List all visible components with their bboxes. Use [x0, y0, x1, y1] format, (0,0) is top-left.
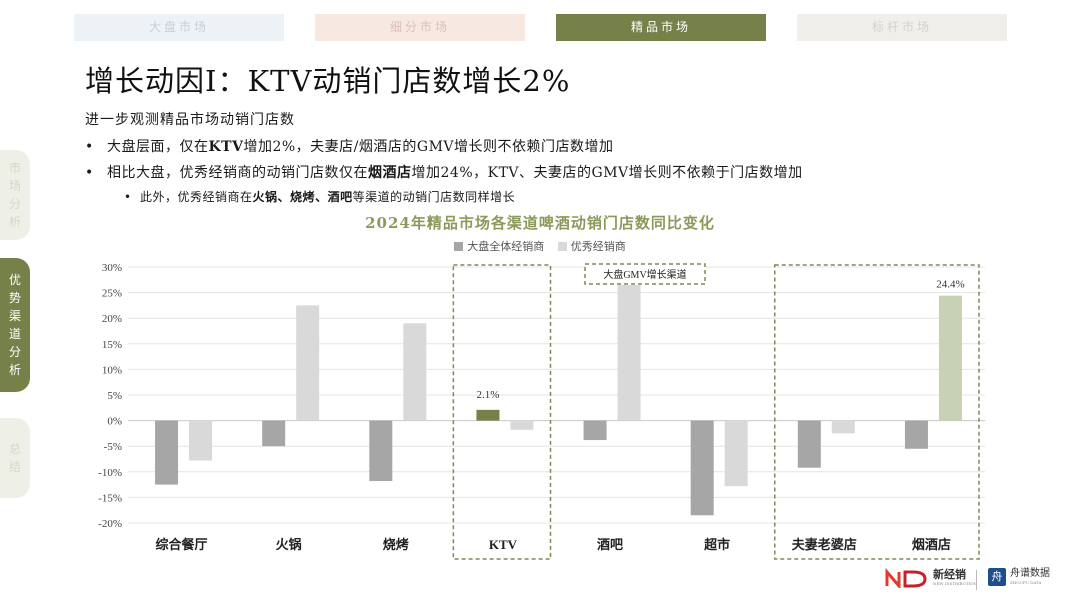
bar-total — [155, 420, 179, 485]
side-tab-label: 市场分析 — [8, 161, 21, 229]
bullet-text: 等渠道的动销门店数同样增长 — [352, 190, 516, 204]
side-tab-market-analysis[interactable]: 市场分析 — [0, 150, 30, 240]
brand1-sub: NEW DISTRIBUTION — [933, 581, 977, 586]
bullet-text: 相比大盘，优秀经销商的动销门店数仅在 — [107, 165, 368, 181]
bullet-1: • 大盘层面，仅在KTV增加2%，夫妻店/烟酒店的GMV增长则不依赖门店数增加 — [85, 136, 614, 156]
y-tick-label: 0% — [107, 416, 122, 428]
bar-excellent — [189, 420, 213, 461]
data-label: 2.1% — [476, 389, 499, 401]
bar-total — [904, 420, 928, 449]
bullet-text: 、 — [315, 190, 328, 204]
bar-total — [262, 420, 286, 447]
chart-legend: 大盘全体经销商 优秀经销商 — [0, 238, 1080, 254]
side-tab-label: 总结 — [8, 442, 21, 474]
bullet-text: 增加2%，夫妻店/烟酒店的GMV增长则不依赖门店数增加 — [243, 139, 614, 155]
side-tab-summary[interactable]: 总结 — [0, 418, 30, 498]
x-tick-label: 烟酒店 — [912, 537, 951, 552]
chart-title: 2024年精品市场各渠道啤酒动销门店数同比变化 — [365, 214, 715, 232]
x-tick-label: 火锅 — [276, 537, 302, 552]
y-tick-label: 25% — [102, 288, 122, 300]
bullet-dot: • — [85, 139, 94, 155]
bar-total — [369, 420, 393, 482]
bar-total — [690, 420, 714, 516]
x-tick-label: 酒吧 — [597, 537, 623, 552]
highlight-box — [452, 264, 552, 560]
bar-excellent — [617, 284, 641, 421]
y-tick-label: 20% — [102, 313, 122, 325]
x-tick-label: KTV — [489, 537, 518, 552]
data-label: 24.4% — [936, 279, 964, 291]
bullet-text: 此外，优秀经销商在 — [140, 190, 253, 204]
y-tick-label: 10% — [102, 364, 122, 376]
bar-total — [583, 420, 607, 441]
bar-total — [797, 420, 821, 468]
x-tick-label: 超市 — [704, 537, 730, 552]
annotation-label: 大盘GMV增长渠道 — [603, 268, 686, 281]
tab-market-segment[interactable]: 细分市场 — [315, 14, 525, 41]
bar-excellent — [510, 420, 534, 430]
tab-market-premium[interactable]: 精品市场 — [556, 14, 766, 41]
logo-divider — [976, 570, 977, 590]
x-tick-label: 夫妻老婆店 — [792, 537, 857, 552]
nd-logo-icon — [885, 568, 927, 588]
side-tab-channel-analysis[interactable]: 优势渠道分析 — [0, 258, 30, 392]
highlight-box — [774, 264, 980, 560]
bar-excellent — [938, 295, 962, 421]
bullet-text: 增加24%，KTV、夫妻店的GMV增长则不依赖于门店数增加 — [411, 165, 803, 181]
bullet-highlight: 烧烤 — [290, 190, 316, 204]
legend-label: 优秀经销商 — [570, 240, 626, 253]
bar-excellent — [724, 420, 748, 487]
annotation-box — [584, 263, 706, 285]
bar-total — [476, 409, 500, 421]
y-tick-label: -5% — [104, 441, 122, 453]
legend-item-total: 大盘全体经销商 — [454, 240, 544, 253]
page-title: 增长动因I：KTV动销门店数增长2% — [85, 64, 571, 98]
side-tab-label: 优势渠道分析 — [8, 273, 21, 377]
bullet-highlight: 火锅 — [252, 190, 278, 204]
bullet-2: • 相比大盘，优秀经销商的动销门店数仅在烟酒店增加24%，KTV、夫妻店的GMV增… — [85, 162, 803, 182]
y-tick-label: 5% — [107, 390, 122, 402]
bullet-dot: • — [85, 165, 94, 181]
legend-item-excellent: 优秀经销商 — [557, 240, 626, 253]
y-tick-label: -10% — [98, 467, 122, 479]
bullet-text: 、 — [277, 190, 291, 204]
brand1-name: 新经销 — [933, 568, 966, 581]
x-tick-label: 综合餐厅 — [156, 537, 208, 552]
y-tick-label: 15% — [102, 339, 122, 351]
bullet-highlight: KTV — [208, 139, 244, 155]
tab-market-benchmark[interactable]: 标杆市场 — [797, 14, 1007, 41]
brand2-name: 舟谱数据 — [1010, 568, 1050, 579]
sub-bullet: • 此外，优秀经销商在火锅、烧烤、酒吧等渠道的动销门店数同样增长 — [124, 188, 515, 205]
bar-excellent — [403, 323, 427, 421]
y-tick-label: -20% — [98, 518, 122, 530]
x-tick-label: 烧烤 — [383, 537, 409, 552]
legend-swatch — [454, 242, 464, 251]
brand-logo-zhoupu: 舟 舟谱数据 ZHOUPU DATA — [988, 568, 1050, 586]
bar-excellent — [296, 305, 320, 421]
tab-market-overall[interactable]: 大盘市场 — [74, 14, 284, 41]
bullet-highlight: 烟酒店 — [368, 165, 412, 181]
bullet-highlight: 酒吧 — [327, 190, 353, 204]
intro-text: 进一步观测精品市场动销门店数 — [85, 112, 295, 128]
bar-excellent — [831, 420, 855, 434]
zhoupu-logo-icon: 舟 — [988, 568, 1006, 586]
bullet-text: 大盘层面，仅在 — [107, 139, 209, 155]
bullet-dot: • — [124, 190, 132, 204]
y-tick-label: -15% — [98, 492, 122, 504]
legend-label: 大盘全体经销商 — [467, 240, 545, 253]
brand-logo-xinjingxiao: 新经销 NEW DISTRIBUTION — [885, 568, 977, 588]
legend-swatch — [557, 242, 567, 251]
brand2-sub: ZHOUPU DATA — [1010, 580, 1042, 585]
y-tick-label: 30% — [102, 262, 122, 274]
